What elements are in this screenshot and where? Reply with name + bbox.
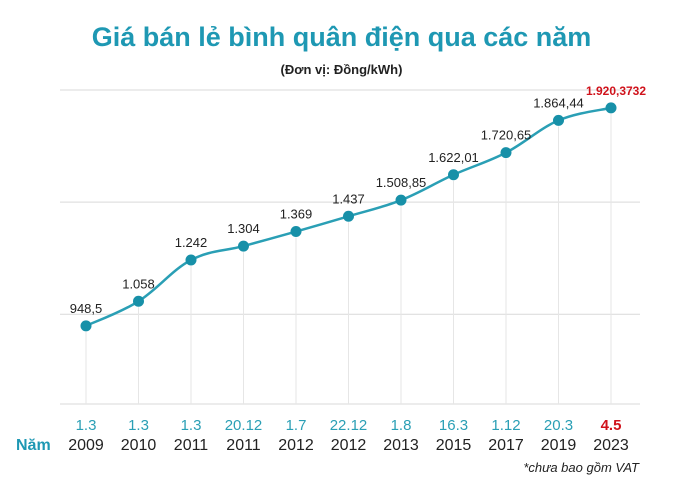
x-tick-year: 2017: [488, 437, 524, 454]
data-point: [605, 102, 617, 114]
data-point: [290, 226, 302, 238]
chart-title: Giá bán lẻ bình quân điện qua các năm: [91, 22, 592, 52]
x-tick-date: 1.12: [491, 417, 520, 434]
data-value-label: 1.720,65: [481, 128, 532, 143]
data-point: [448, 169, 459, 181]
data-value-label: 1.058: [122, 276, 155, 291]
x-tick-year: 2012: [278, 437, 314, 454]
gridlines: [60, 89, 640, 405]
data-point: [395, 194, 407, 206]
x-tick-date: 1.3: [181, 417, 202, 434]
x-tick-date: 1.3: [76, 417, 97, 434]
x-tick-year: 2012: [331, 437, 367, 454]
data-point: [343, 210, 354, 222]
x-tick-year: 2009: [68, 437, 104, 454]
data-point: [80, 320, 92, 332]
data-value-label: 1.437: [332, 191, 365, 206]
data-point: [238, 240, 249, 252]
year-row-label: Năm: [16, 437, 51, 454]
data-point: [185, 254, 197, 266]
x-tick-date: 20.12: [225, 417, 263, 434]
x-tick-year: 2015: [436, 437, 472, 454]
x-tick-year: 2011: [174, 437, 209, 454]
data-value-label: 948,5: [70, 301, 103, 316]
x-tick-date: 1.7: [286, 417, 307, 434]
x-tick-year: 2010: [121, 437, 157, 454]
x-tick-year: 2019: [541, 437, 577, 454]
data-value-label: 1.920,3732: [586, 84, 646, 98]
x-tick-date: 16.3: [439, 417, 468, 434]
x-tick-date: 4.5: [601, 417, 622, 434]
data-value-label: 1.304: [227, 221, 260, 236]
vat-footnote: *chưa bao gồm VAT: [523, 460, 639, 475]
chart-unit-subtitle: (Đơn vị: Đồng/kWh): [280, 62, 403, 77]
price-series: 948,51.0581.2421.3041.3691.4371.508,851.…: [70, 84, 646, 332]
x-tick-date: 1.8: [391, 417, 412, 434]
data-point: [133, 295, 144, 307]
data-value-label: 1.242: [175, 235, 208, 250]
data-value-label: 1.508,85: [376, 175, 427, 190]
x-tick-year: 2023: [593, 437, 629, 454]
x-tick-year: 2011: [226, 437, 261, 454]
data-point: [553, 114, 564, 126]
data-value-label: 1.369: [280, 207, 313, 222]
x-tick-date: 20.3: [544, 417, 573, 434]
data-value-label: 1.864,44: [533, 95, 584, 110]
x-tick-date: 1.3: [128, 417, 149, 434]
x-tick-date: 22.12: [330, 417, 368, 434]
data-point: [500, 147, 512, 159]
x-tick-year: 2013: [383, 437, 419, 454]
axis-labels: 1.3 2009 1.3 2010 1.3 2011 20.12 2011 1.7 2012 22.…: [16, 417, 629, 454]
data-value-label: 1.622,01: [428, 150, 479, 165]
